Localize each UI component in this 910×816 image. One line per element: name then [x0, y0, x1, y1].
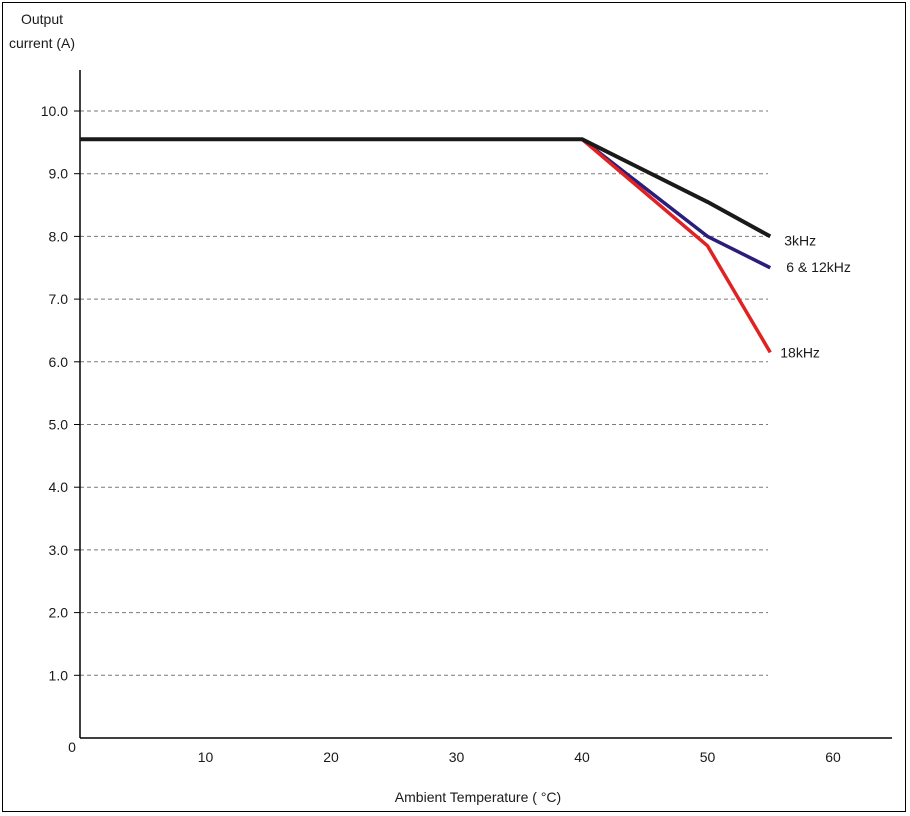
y-tick-label: 5.0: [49, 417, 69, 433]
y-axis-title-line1: Output: [21, 11, 63, 27]
series-labels: 3kHz 6 & 12kHz 18kHz: [780, 232, 851, 360]
y-axis-title-line2: current (A): [9, 35, 75, 51]
y-tick-label: 9.0: [49, 166, 69, 182]
x-tick-label: 0: [68, 739, 76, 755]
x-tick-label: 40: [574, 749, 590, 765]
series-label: 18kHz: [780, 344, 820, 360]
tick-labels: 1.0 2.0 3.0 4.0 5.0 6.0 7.0 8.0 9.0 10.0 0 10 20 30 40…: [41, 103, 841, 765]
y-tick-label: 2.0: [49, 605, 69, 621]
y-tick-label: 3.0: [49, 542, 69, 558]
series-line: [80, 137, 772, 354]
series-lines: [80, 137, 772, 354]
y-tick-label: 6.0: [49, 354, 69, 370]
axes: [74, 70, 892, 739]
x-tick-label: 50: [700, 749, 716, 765]
series-line: [80, 137, 772, 239]
x-axis-title: Ambient Temperature ( °C): [395, 789, 561, 805]
x-tick-label: 10: [198, 749, 214, 765]
x-tick-label: 30: [449, 749, 465, 765]
grid-lines: [80, 110, 768, 676]
series-label: 6 & 12kHz: [786, 259, 851, 275]
series-label: 3kHz: [784, 232, 816, 248]
x-tick-label: 20: [323, 749, 339, 765]
y-tick-label: 7.0: [49, 291, 69, 307]
y-tick-label: 8.0: [49, 228, 69, 244]
y-tick-label: 4.0: [49, 479, 69, 495]
y-tick-label: 10.0: [41, 103, 68, 119]
series-line: [80, 137, 772, 270]
y-tick-label: 1.0: [49, 667, 69, 683]
x-tick-label: 60: [825, 749, 841, 765]
